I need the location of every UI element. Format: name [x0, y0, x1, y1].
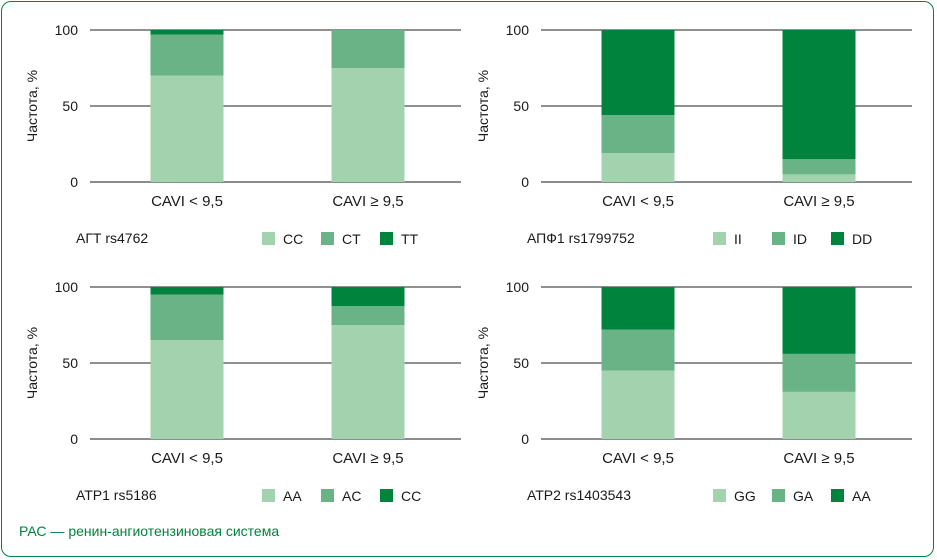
bar-segment-id	[601, 115, 675, 154]
bar-segment-cc	[150, 75, 224, 182]
y-axis-label: Частота, %	[475, 327, 491, 399]
bar-segment-gg	[782, 391, 856, 439]
bar-segment-ct	[331, 30, 405, 68]
bar-segment-cc	[331, 287, 405, 306]
bar-segment-aa	[601, 287, 675, 330]
bar-segment-ga	[601, 329, 675, 371]
x-tick-label: CAVI ≥ 9,5	[332, 193, 403, 210]
chart-title: АТР2 rs1403543	[527, 487, 631, 503]
legend-swatch	[321, 232, 334, 245]
y-tick-label: 0	[70, 174, 78, 190]
x-tick-label: CAVI < 9,5	[151, 450, 223, 467]
legend-label: GA	[793, 488, 814, 504]
bar-segment-aa	[150, 340, 224, 439]
x-tick-label: CAVI < 9,5	[151, 193, 223, 210]
bar-segment-tt	[150, 30, 224, 35]
x-tick-label: CAVI ≥ 9,5	[332, 450, 403, 467]
y-tick-label: 50	[62, 98, 78, 114]
y-tick-label: 100	[506, 22, 530, 38]
y-tick-label: 50	[62, 355, 78, 371]
x-tick-label: CAVI < 9,5	[602, 193, 674, 210]
legend-label: CC	[401, 488, 421, 504]
legend-label: AA	[852, 488, 871, 504]
legend-label: GG	[734, 488, 756, 504]
legend-swatch	[831, 489, 844, 502]
footnote: РАС — ренин-ангиотензиновая система	[19, 523, 280, 539]
bar-segment-id	[782, 159, 856, 175]
legend-label: II	[734, 231, 742, 247]
y-axis-label: Частота, %	[24, 70, 40, 142]
bar-segment-cc	[331, 68, 405, 182]
bar-segment-ii	[782, 174, 856, 182]
chart-title: АГТ rs4762	[76, 230, 148, 246]
bar-segment-ct	[150, 34, 224, 76]
y-tick-label: 50	[513, 98, 529, 114]
x-tick-label: CAVI ≥ 9,5	[783, 193, 854, 210]
y-tick-label: 0	[521, 431, 529, 447]
legend-label: TT	[401, 231, 419, 247]
x-tick-label: CAVI ≥ 9,5	[783, 450, 854, 467]
y-tick-label: 0	[70, 431, 78, 447]
y-tick-label: 100	[506, 279, 530, 295]
chart-title: АПФ1 rs1799752	[527, 230, 635, 246]
legend-swatch	[713, 232, 726, 245]
y-tick-label: 0	[521, 174, 529, 190]
legend-label: ID	[793, 231, 807, 247]
bar-segment-gg	[601, 370, 675, 439]
bar-segment-ac	[331, 306, 405, 325]
legend-swatch	[262, 232, 275, 245]
legend-swatch	[831, 232, 844, 245]
legend-swatch	[772, 489, 785, 502]
bar-segment-cc	[150, 287, 224, 295]
bar-segment-aa	[331, 325, 405, 439]
legend-swatch	[321, 489, 334, 502]
legend-label: AC	[342, 488, 361, 504]
y-tick-label: 50	[513, 355, 529, 371]
chart-title: АТР1 rs5186	[76, 487, 157, 503]
bar-segment-dd	[782, 30, 856, 160]
bar-segment-aa	[782, 287, 856, 354]
legend-label: AA	[283, 488, 302, 504]
x-tick-label: CAVI < 9,5	[602, 450, 674, 467]
legend-label: CT	[342, 231, 361, 247]
legend-swatch	[713, 489, 726, 502]
y-tick-label: 100	[55, 22, 79, 38]
legend-swatch	[380, 489, 393, 502]
legend-swatch	[772, 232, 785, 245]
legend-swatch	[380, 232, 393, 245]
bar-segment-ga	[782, 353, 856, 392]
y-axis-label: Частота, %	[24, 327, 40, 399]
bar-segment-ac	[150, 294, 224, 341]
bar-segment-ii	[601, 153, 675, 182]
legend-swatch	[262, 489, 275, 502]
y-tick-label: 100	[55, 279, 79, 295]
legend-label: CC	[283, 231, 303, 247]
legend-label: DD	[852, 231, 872, 247]
bar-segment-dd	[601, 30, 675, 116]
y-axis-label: Частота, %	[475, 70, 491, 142]
